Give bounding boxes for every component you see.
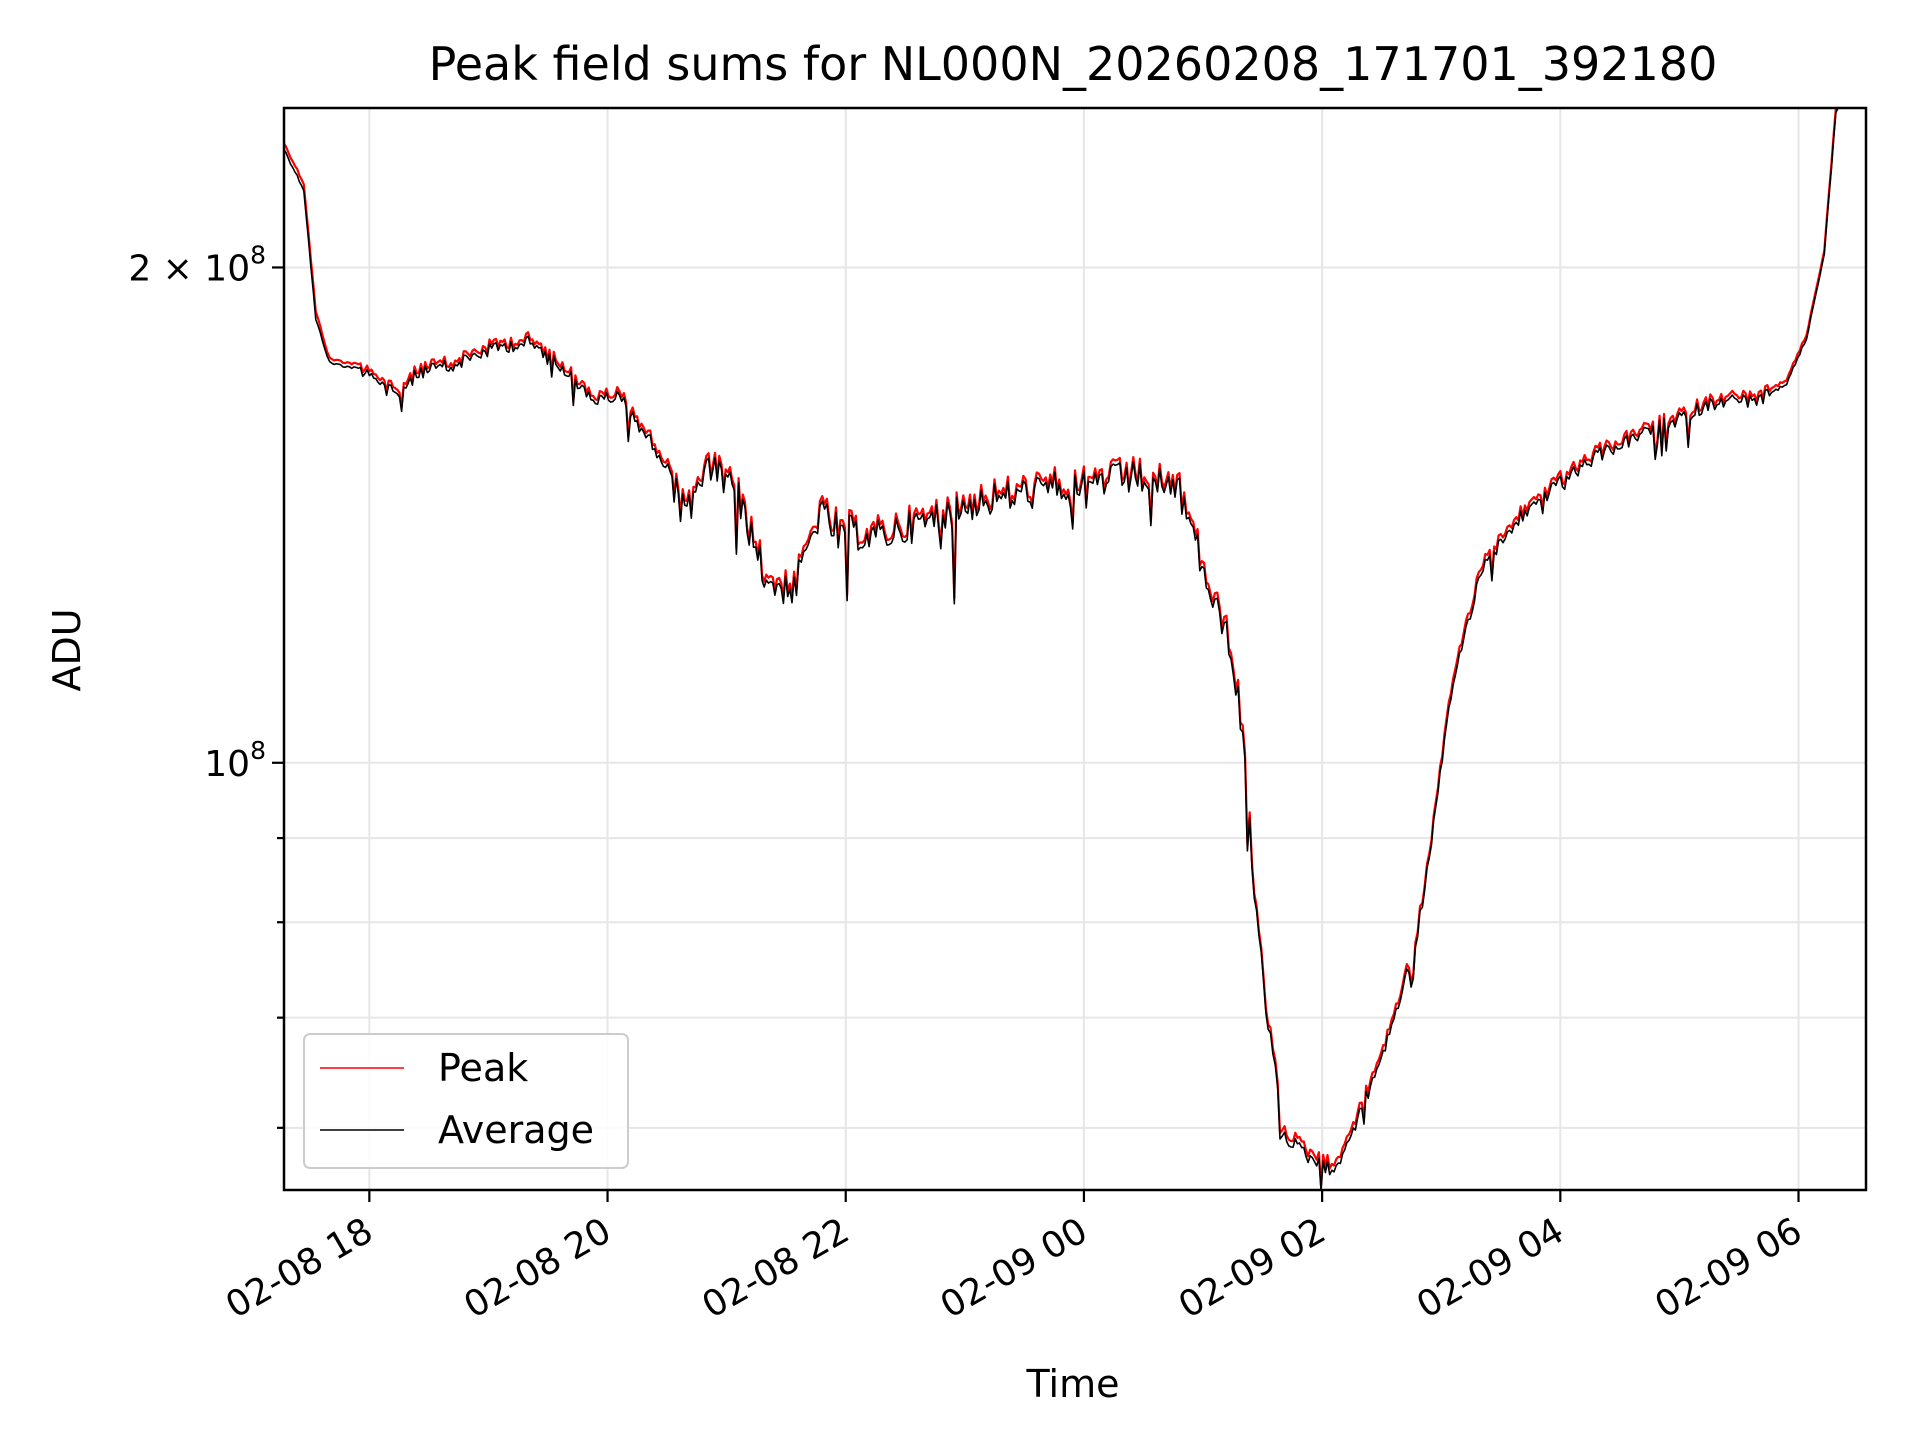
grid-layer xyxy=(284,108,1866,1190)
y-tick-label: 2 × 108 xyxy=(128,240,266,289)
y-tick-label: 108 xyxy=(204,736,266,785)
series-line-peak xyxy=(283,106,1839,1187)
x-axis-label: Time xyxy=(1026,1362,1120,1406)
y-axis-label: ADU xyxy=(45,608,89,691)
series-layer xyxy=(283,106,1839,1191)
plot-area-frame xyxy=(282,106,1868,1192)
y-tick-label-exponent: 8 xyxy=(250,240,266,269)
legend-label-average: Average xyxy=(438,1108,594,1152)
chart-title: Peak field sums for NL000N_20260208_1717… xyxy=(429,37,1718,91)
series-line-average xyxy=(283,107,1839,1191)
y-tick-label-base: 2 × 10 xyxy=(128,248,250,289)
legend-label-peak: Peak xyxy=(438,1046,528,1090)
y-tick-label-base: 10 xyxy=(204,744,250,785)
y-tick-label-exponent: 8 xyxy=(250,736,266,765)
legend: Peak Average xyxy=(303,1033,629,1169)
